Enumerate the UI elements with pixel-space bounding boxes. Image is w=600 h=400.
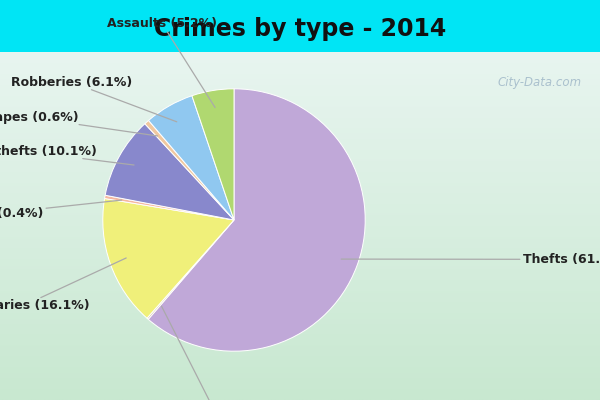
Text: Arson (0.4%): Arson (0.4%) (0, 200, 122, 220)
Wedge shape (145, 120, 234, 220)
Text: Robberies (6.1%): Robberies (6.1%) (11, 76, 177, 122)
Text: City-Data.com: City-Data.com (498, 76, 582, 89)
Wedge shape (103, 198, 234, 318)
Text: Burglaries (16.1%): Burglaries (16.1%) (0, 258, 126, 312)
Text: Auto thefts (10.1%): Auto thefts (10.1%) (0, 145, 134, 165)
Wedge shape (105, 124, 234, 220)
Wedge shape (147, 220, 234, 319)
Text: Murders (0.2%): Murders (0.2%) (161, 306, 275, 400)
Wedge shape (149, 96, 234, 220)
Text: Crimes by type - 2014: Crimes by type - 2014 (154, 17, 446, 41)
Text: Assaults (5.2%): Assaults (5.2%) (107, 17, 217, 108)
Wedge shape (192, 89, 234, 220)
Text: Rapes (0.6%): Rapes (0.6%) (0, 111, 158, 136)
Wedge shape (148, 89, 365, 351)
Text: Thefts (61.4%): Thefts (61.4%) (341, 253, 600, 266)
Wedge shape (104, 195, 234, 220)
